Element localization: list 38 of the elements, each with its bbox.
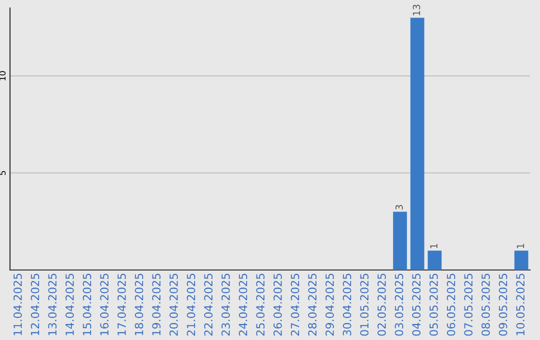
- x-tick-label: 11.04.2025: [13, 274, 22, 336]
- x-tick-label: 28.04.2025: [308, 274, 317, 336]
- data-label: 1: [516, 244, 524, 248]
- x-tick-label: 04.05.2025: [412, 274, 421, 336]
- x-tick-label: 14.04.2025: [65, 274, 74, 336]
- x-tick-label: 08.05.2025: [481, 274, 490, 336]
- x-tick-label: 20.04.2025: [169, 274, 178, 336]
- x-tick-label: 21.04.2025: [186, 274, 196, 336]
- data-label: 1: [430, 244, 438, 248]
- x-tick-label: 12.04.2025: [30, 274, 40, 336]
- x-tick-label: 13.04.2025: [48, 274, 57, 336]
- bar: [428, 250, 442, 270]
- x-tick-label: 19.04.2025: [152, 274, 161, 336]
- x-tick-label: 07.05.2025: [464, 274, 473, 336]
- x-tick-label: 29.04.2025: [325, 274, 334, 336]
- data-label: 13: [412, 4, 420, 16]
- x-tick-label: 25.04.2025: [256, 274, 265, 336]
- x-tick-label: 16.04.2025: [100, 274, 109, 336]
- x-tick-label: 22.04.2025: [204, 274, 213, 336]
- bar: [514, 250, 528, 270]
- x-tick-label: 05.05.2025: [429, 274, 438, 336]
- x-tick-label: 15.04.2025: [82, 274, 92, 336]
- x-tick-label: 18.04.2025: [134, 274, 144, 336]
- x-tick-label: 24.04.2025: [238, 274, 248, 336]
- x-tick-label: 01.05.2025: [360, 274, 369, 336]
- x-tick-label: 27.04.2025: [290, 274, 300, 336]
- bar: [393, 212, 407, 270]
- x-tick-label: 09.05.2025: [498, 274, 508, 336]
- x-tick-label: 06.05.2025: [446, 274, 456, 336]
- x-tick-label: 23.04.2025: [221, 274, 230, 336]
- x-tick-label: 03.05.2025: [394, 274, 404, 336]
- data-label: 3: [395, 204, 403, 210]
- x-tick-label: 30.04.2025: [342, 274, 352, 336]
- x-tick-label: 26.04.2025: [273, 274, 282, 336]
- x-tick-label: 17.04.2025: [117, 274, 126, 336]
- x-tick-label: 10.05.2025: [516, 274, 525, 336]
- x-tick-label: 02.05.2025: [377, 274, 386, 336]
- bar: [410, 18, 424, 270]
